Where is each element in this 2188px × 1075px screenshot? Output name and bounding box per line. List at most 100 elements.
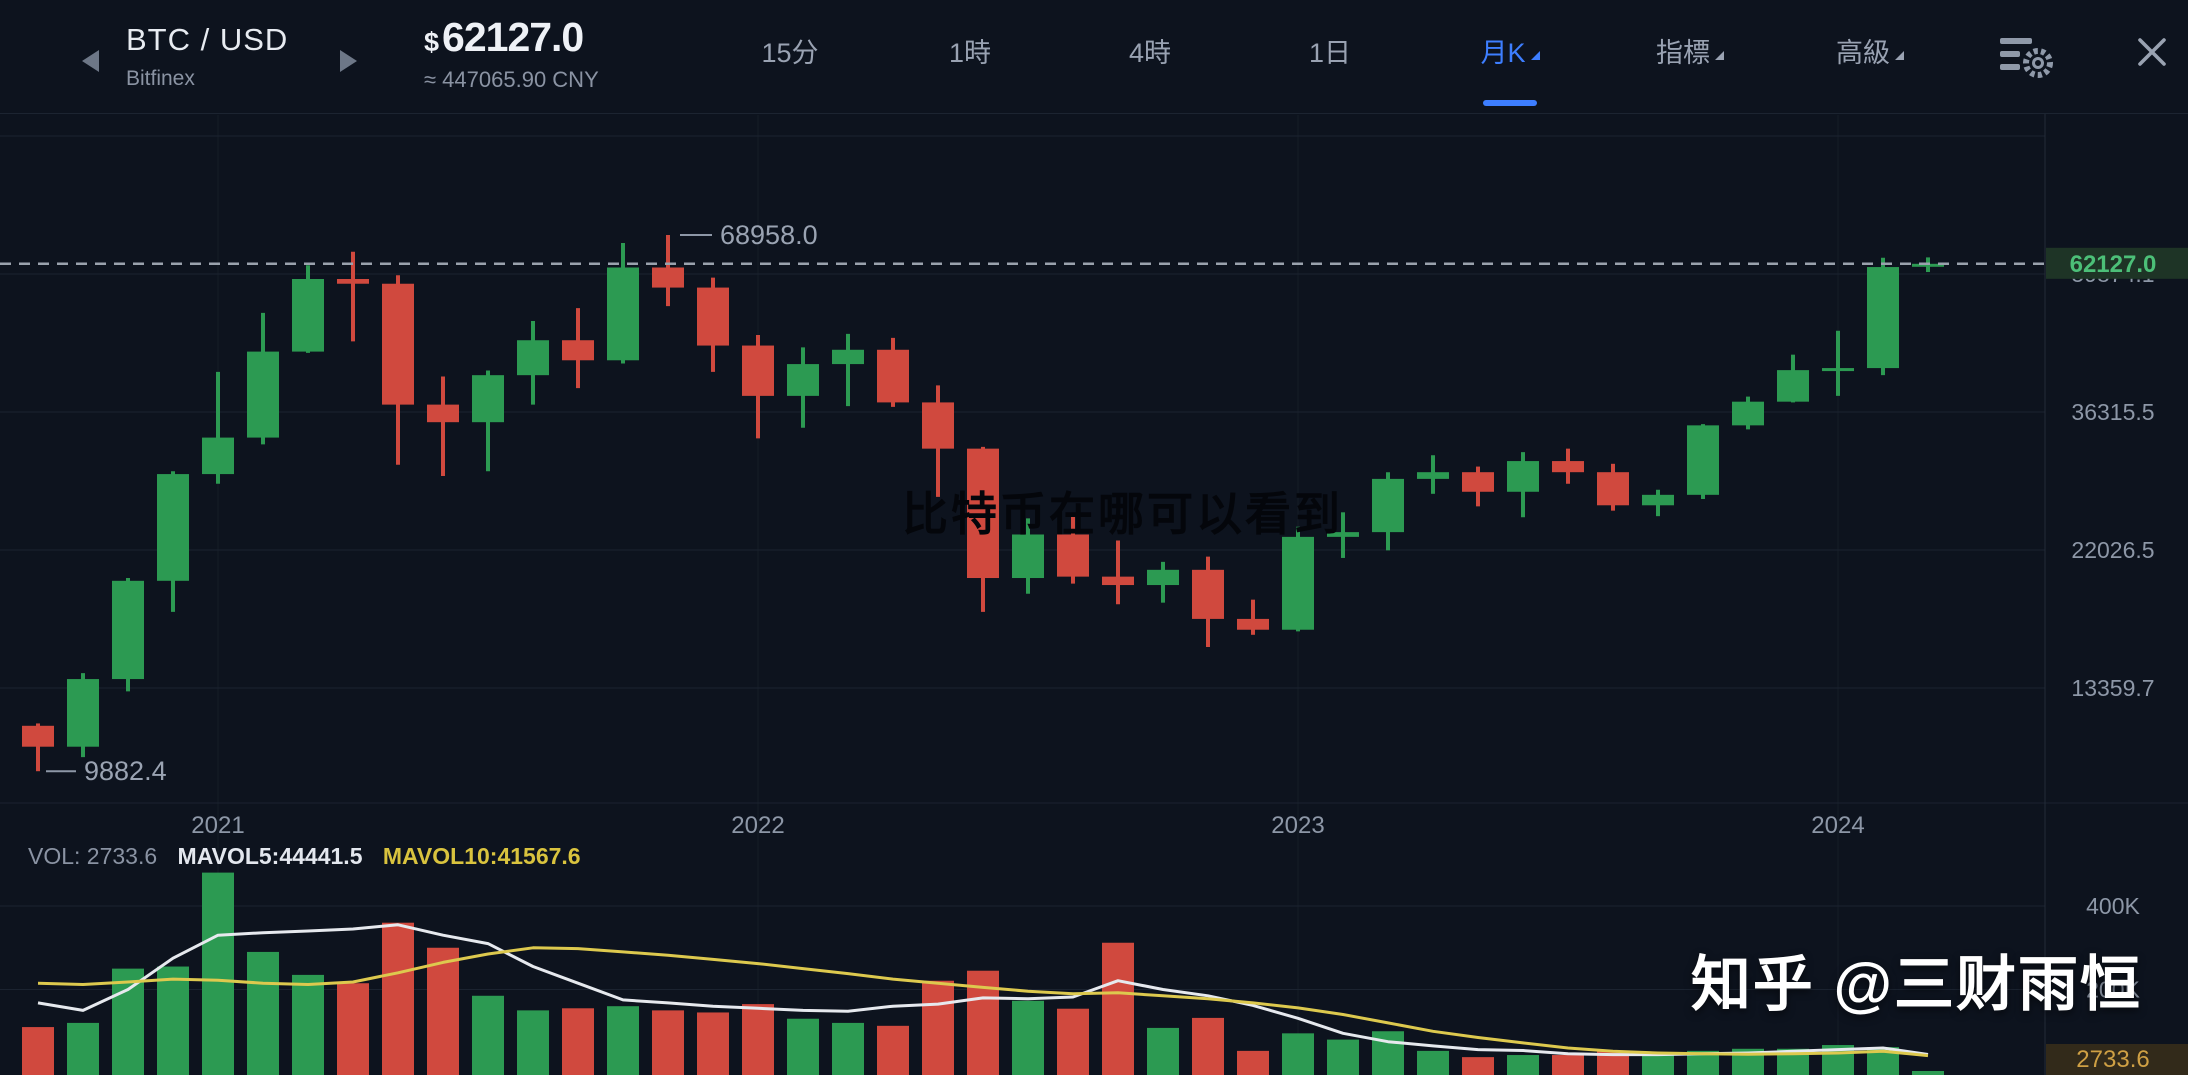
volume-axis-label: 200K — [2086, 977, 2140, 1003]
candle-body — [652, 267, 684, 288]
volume-bar — [1237, 1050, 1269, 1075]
volume-bar — [697, 1012, 729, 1075]
volume-bar — [742, 1004, 774, 1075]
volume-bar — [1417, 1050, 1449, 1075]
candle-body — [382, 283, 414, 405]
candle-body — [1777, 370, 1809, 402]
volume-bar — [1192, 1017, 1224, 1075]
tab-1時[interactable]: 1時 — [880, 0, 1060, 113]
symbol-block[interactable]: BTC / USD Bitfinex — [126, 22, 288, 91]
candle-body — [1507, 461, 1539, 492]
volume-bar — [1282, 1033, 1314, 1075]
candle-body — [112, 580, 144, 680]
tab-指標[interactable]: 指標 — [1600, 0, 1780, 113]
volume-legend: VOL: 2733.6 MAVOL5:44441.5 MAVOL10:41567… — [28, 843, 581, 870]
mavol10-value: MAVOL10:41567.6 — [382, 843, 581, 869]
candle-body — [877, 349, 909, 403]
candle-body — [247, 351, 279, 438]
timeframe-tabs: 15分 1時 4時 1日 月K 指標 高級 — [700, 0, 1960, 113]
candle-body — [292, 278, 324, 352]
tab-label: 1日 — [1308, 38, 1352, 68]
volume-axis-label: 400K — [2086, 893, 2140, 919]
active-tab-underline — [1483, 100, 1537, 106]
volume-bar — [562, 1008, 594, 1075]
prev-symbol-arrow-icon[interactable] — [82, 50, 99, 72]
candle-body — [1417, 472, 1449, 479]
candle-body — [1867, 267, 1899, 369]
volume-bar — [337, 983, 369, 1075]
volume-bar — [787, 1018, 819, 1075]
candle-body — [1327, 532, 1359, 537]
chart-settings-icon[interactable] — [1998, 30, 2054, 82]
candle-body — [697, 287, 729, 346]
candle-body — [157, 474, 189, 581]
close-icon[interactable] — [2132, 32, 2172, 72]
volume-bar — [1012, 1000, 1044, 1075]
candle-body — [607, 267, 639, 361]
volume-bar — [22, 1027, 54, 1075]
converted-price: ≈ 447065.90 CNY — [424, 67, 599, 92]
volume-bar — [1057, 1008, 1089, 1075]
x-axis-year-label: 2021 — [191, 812, 244, 839]
candle-body — [1147, 569, 1179, 586]
dropdown-corner-icon — [1530, 51, 1540, 60]
candle-body — [517, 340, 549, 376]
candle-body — [1732, 401, 1764, 426]
candle-body — [1237, 618, 1269, 630]
tab-15分[interactable]: 15分 — [700, 0, 880, 113]
candle-body — [202, 437, 234, 475]
tab-月K[interactable]: 月K — [1420, 0, 1600, 113]
price-axis-label: 22026.5 — [2071, 537, 2154, 563]
price-block: $ 62127.0 ≈ 447065.90 CNY — [424, 14, 599, 93]
zhihu-watermark: 知乎 @三财雨恒 — [1690, 951, 2142, 1018]
candle-body — [22, 725, 54, 747]
volume-bar — [202, 872, 234, 1075]
symbol-name: BTC / USD — [126, 22, 289, 57]
current-price-tag — [2046, 247, 2188, 279]
volume-bar — [427, 947, 459, 1075]
tab-4時[interactable]: 4時 — [1060, 0, 1240, 113]
exchange-name: Bitfinex — [126, 67, 195, 90]
volume-bar — [1102, 942, 1134, 1075]
center-watermark: 比特币在哪可以看到 — [902, 488, 1343, 540]
volume-bar — [1462, 1057, 1494, 1075]
candle-body — [1462, 472, 1494, 492]
candle-body — [1057, 534, 1089, 577]
candle-body — [337, 278, 369, 284]
volume-bar — [517, 1010, 549, 1075]
next-symbol-arrow-icon[interactable] — [340, 50, 357, 72]
candle-body — [1597, 472, 1629, 506]
price-axis-label: 36315.5 — [2071, 399, 2154, 425]
current-price-tag-label: 62127.0 — [2070, 251, 2157, 278]
candle-body — [967, 448, 999, 579]
volume-bar — [1552, 1055, 1584, 1075]
volume-bar — [382, 922, 414, 1075]
current-volume-tag — [2046, 1044, 2188, 1075]
candle-body — [1642, 494, 1674, 506]
volume-bar — [157, 966, 189, 1075]
tab-1日[interactable]: 1日 — [1240, 0, 1420, 113]
chart-header: BTC / USD Bitfinex $ 62127.0 ≈ 447065.90… — [0, 0, 2188, 114]
volume-bar — [112, 968, 144, 1075]
candle-body — [1102, 576, 1134, 586]
low-annotation-label: 9882.4 — [84, 756, 167, 786]
volume-bar — [1147, 1027, 1179, 1075]
dropdown-corner-icon — [1715, 51, 1724, 60]
candle-body — [1282, 536, 1314, 630]
volume-bar — [877, 1025, 909, 1075]
candle-body — [67, 679, 99, 747]
x-axis-year-label: 2022 — [731, 812, 784, 839]
volume-bar — [472, 995, 504, 1075]
volume-bar — [67, 1022, 99, 1075]
volume-bar — [832, 1022, 864, 1075]
tab-高級[interactable]: 高級 — [1780, 0, 1960, 113]
candle-body — [1192, 569, 1224, 619]
candle-body — [742, 345, 774, 396]
x-axis-year-label: 2023 — [1271, 812, 1324, 839]
vol-value: VOL: 2733.6 — [28, 843, 158, 869]
tab-label: 4時 — [1128, 38, 1172, 68]
candle-body — [562, 340, 594, 361]
mavol5-line — [37, 923, 1929, 1057]
tab-label: 指標 — [1656, 38, 1710, 68]
